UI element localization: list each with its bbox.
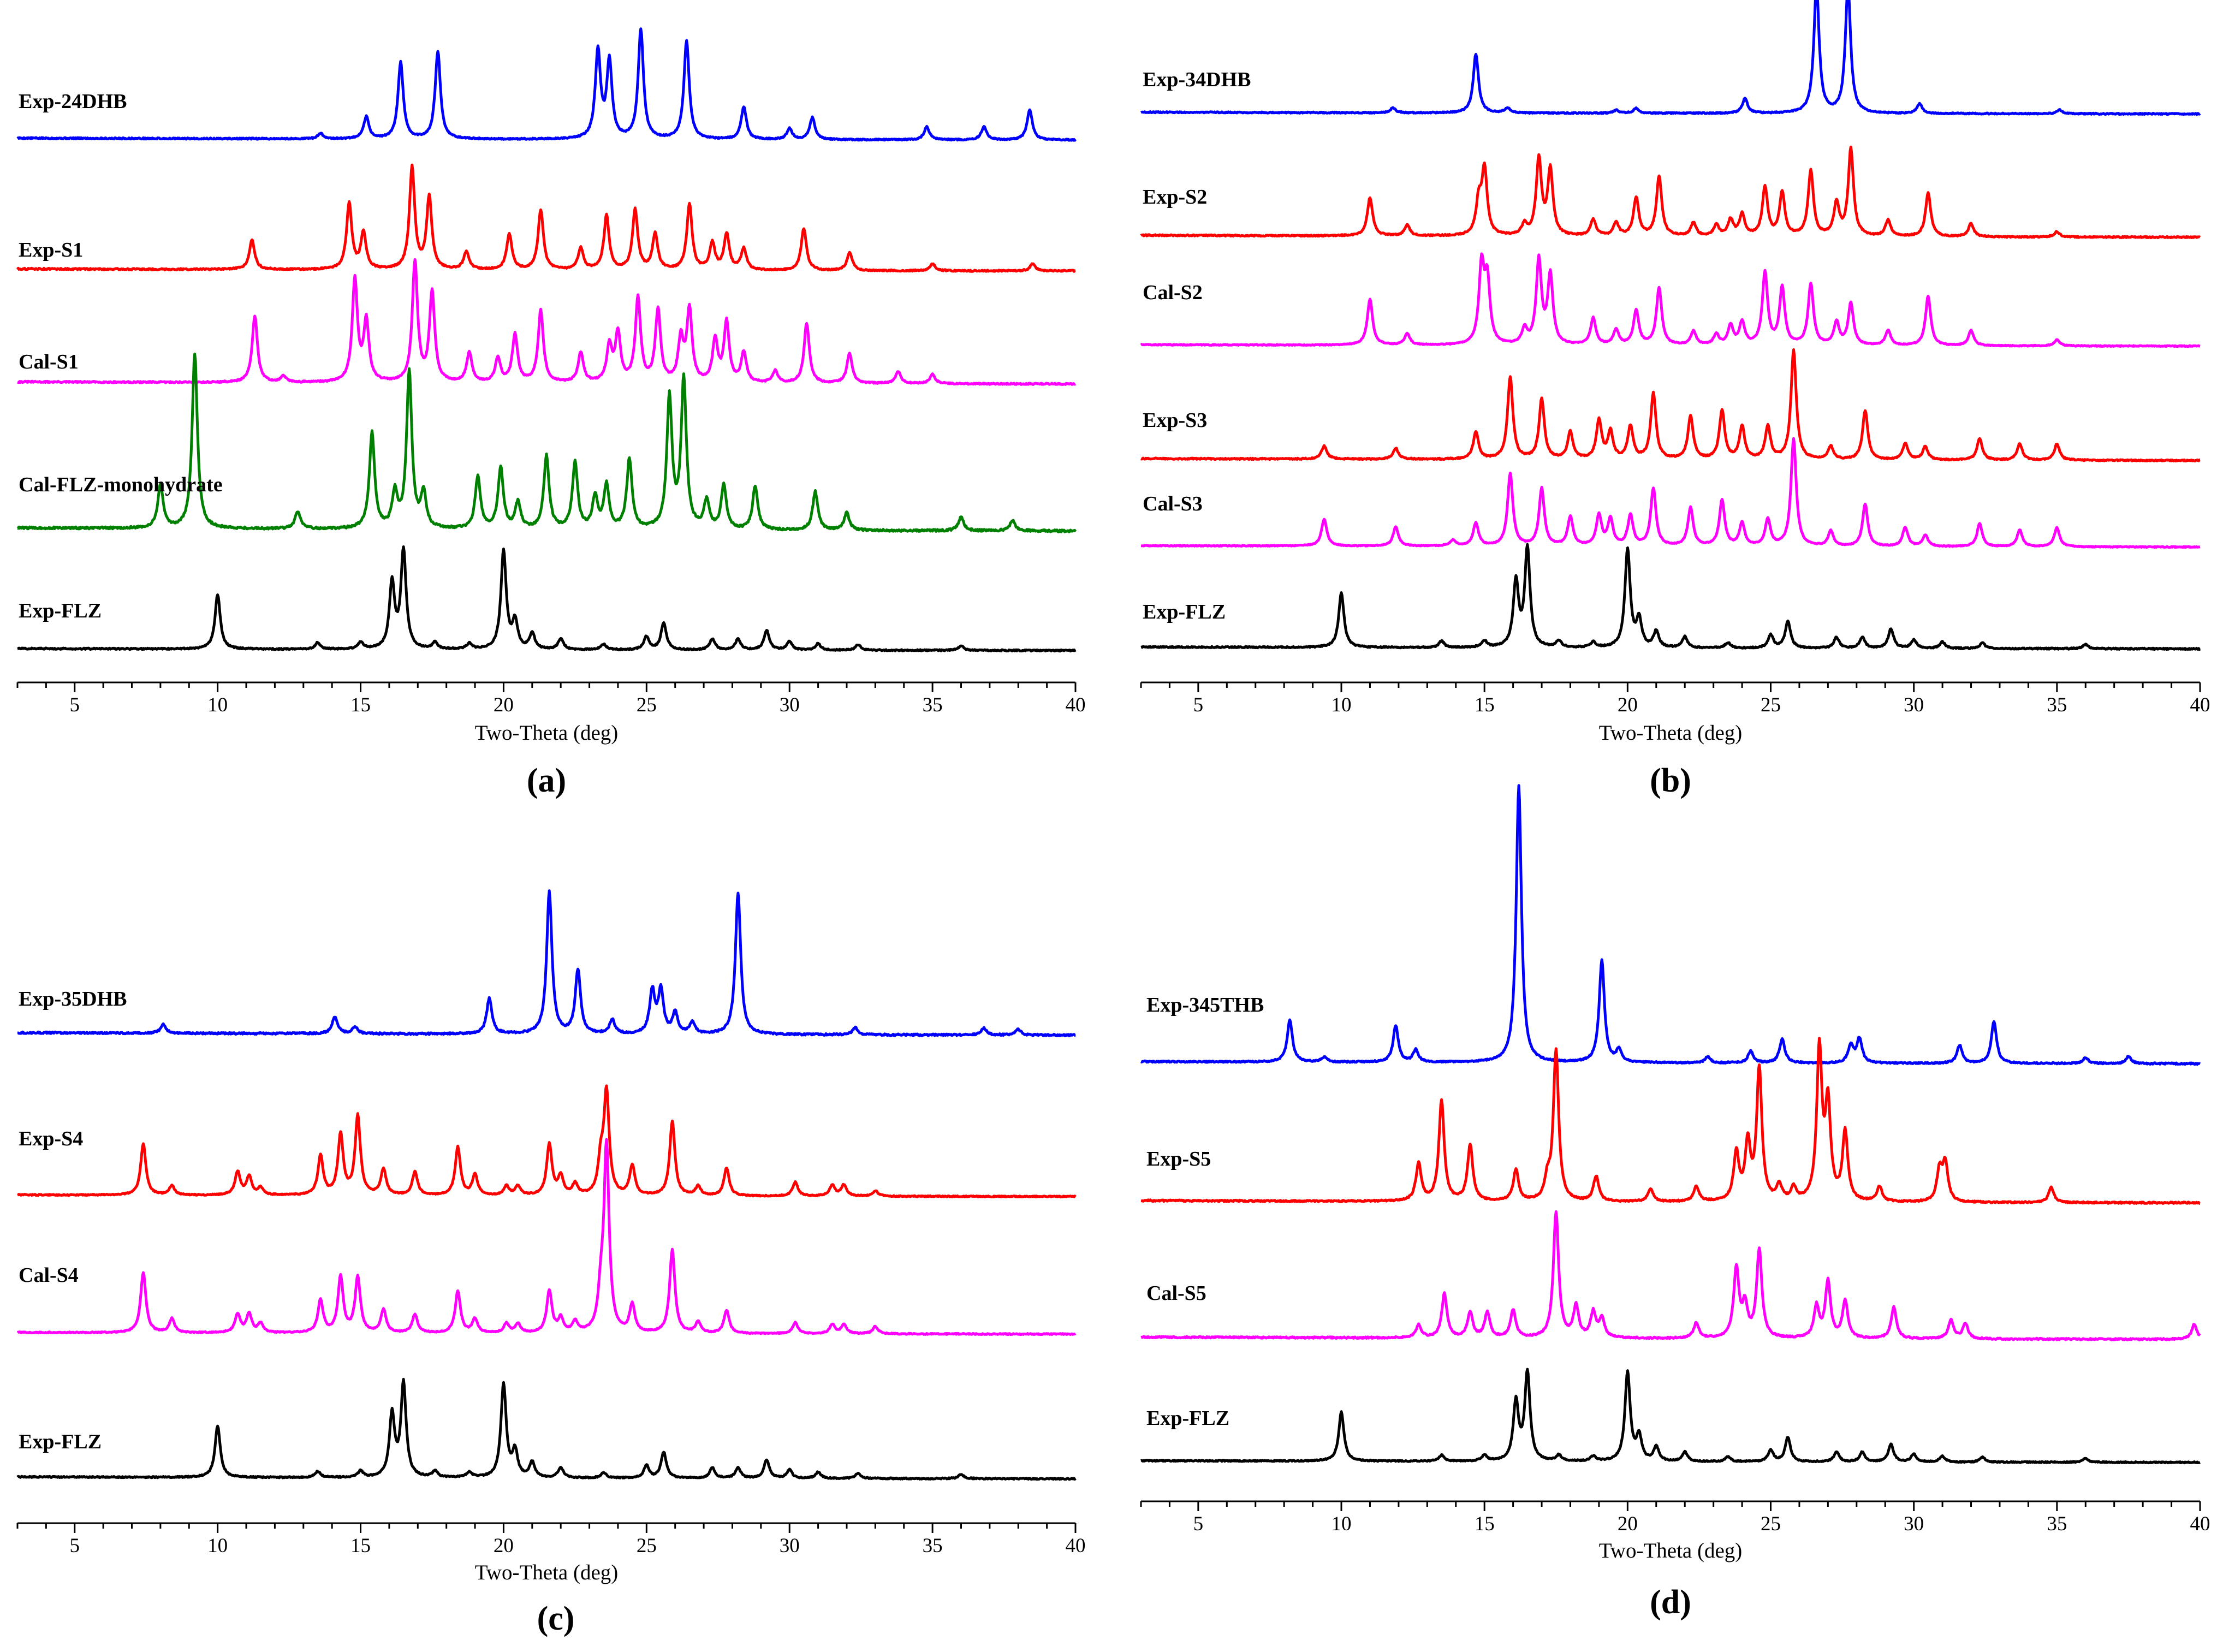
trace-exp-flz bbox=[16, 545, 1077, 653]
tick-label: 20 bbox=[1618, 1513, 1638, 1535]
trace-exp-flz bbox=[16, 1377, 1077, 1481]
trace-exp-s1 bbox=[16, 163, 1077, 273]
tick-label: 40 bbox=[2190, 1513, 2210, 1535]
panel-tag: (a) bbox=[527, 762, 566, 799]
trace-exp-24dhb bbox=[16, 27, 1077, 142]
series-label: Exp-FLZ bbox=[1146, 1407, 1229, 1430]
x-axis-title: Two-Theta (deg) bbox=[475, 721, 619, 745]
trace-exp-s4 bbox=[16, 1084, 1077, 1199]
series-label: Cal-S2 bbox=[1143, 281, 1203, 304]
tick-label: 35 bbox=[923, 1535, 943, 1557]
tick-label: 5 bbox=[70, 694, 80, 716]
tick-label: 40 bbox=[1066, 1535, 1086, 1557]
trace-exp-s5 bbox=[1140, 1037, 2201, 1205]
series-label: Cal-S5 bbox=[1146, 1282, 1206, 1305]
tick-label: 35 bbox=[2047, 694, 2067, 716]
series-label: Cal-FLZ-monohydrate bbox=[19, 473, 223, 496]
tick-label: 25 bbox=[1761, 1513, 1781, 1535]
trace-exp-flz bbox=[1140, 543, 2201, 651]
tick-label: 25 bbox=[637, 1535, 657, 1557]
tick-label: 5 bbox=[1193, 1513, 1204, 1535]
trace-cal-s4 bbox=[16, 1138, 1077, 1336]
trace-exp-s3 bbox=[1140, 348, 2201, 462]
series-label: Exp-FLZ bbox=[19, 1430, 102, 1453]
tick-label: 5 bbox=[70, 1535, 80, 1557]
series-label: Exp-24DHB bbox=[19, 90, 127, 113]
tick-label: 35 bbox=[923, 694, 943, 716]
tick-label: 30 bbox=[1904, 1513, 1924, 1535]
panel-tag: (d) bbox=[1650, 1584, 1691, 1621]
trace-cal-s2 bbox=[1140, 252, 2201, 348]
tick-label: 5 bbox=[1193, 694, 1204, 716]
series-label: Exp-35DHB bbox=[19, 988, 127, 1011]
series-label: Exp-S3 bbox=[1143, 409, 1207, 432]
trace-exp-345thb bbox=[1140, 784, 2201, 1066]
series-label: Exp-FLZ bbox=[19, 599, 102, 622]
tick-label: 10 bbox=[207, 694, 228, 716]
trace-exp-flz bbox=[1140, 1368, 2201, 1465]
series-label: Cal-S4 bbox=[19, 1264, 79, 1287]
series-label: Cal-S1 bbox=[19, 350, 79, 373]
tick-label: 20 bbox=[494, 1535, 514, 1557]
tick-label: 15 bbox=[350, 694, 371, 716]
trace-exp-34dhb bbox=[1140, 0, 2201, 116]
trace-cal-flz-monohydrate bbox=[16, 352, 1077, 533]
panel-tag: (b) bbox=[1650, 762, 1691, 799]
series-label: Cal-S3 bbox=[1143, 492, 1203, 515]
trace-exp-s2 bbox=[1140, 145, 2201, 240]
series-label: Exp-S2 bbox=[1143, 186, 1207, 209]
chart-panel-d: Exp-345THB Exp-S5 Cal-S5 Exp-FLZ 5 10 15 20 25 30… bbox=[1140, 784, 2210, 1621]
series-label: Exp-S5 bbox=[1146, 1148, 1211, 1170]
x-axis-title: Two-Theta (deg) bbox=[1599, 721, 1743, 745]
tick-label: 30 bbox=[1904, 694, 1924, 716]
tick-label: 10 bbox=[1332, 694, 1352, 716]
tick-label: 35 bbox=[2047, 1513, 2067, 1535]
chart-panel-b: Exp-34DHB Exp-S2 Cal-S2 Exp-S3 Cal-S3 Exp-FLZ… bbox=[1140, 0, 2210, 799]
tick-label: 25 bbox=[637, 694, 657, 716]
series-label: Exp-34DHB bbox=[1143, 68, 1251, 91]
chart-panel-a: Exp-24DHB Exp-S1 Cal-S1 Cal-FLZ-monohydrate… bbox=[16, 27, 1086, 799]
tick-label: 20 bbox=[494, 694, 514, 716]
trace-cal-s1 bbox=[16, 258, 1077, 386]
series-label: Exp-FLZ bbox=[1143, 601, 1226, 623]
tick-label: 30 bbox=[780, 694, 800, 716]
chart-panel-c: Exp-35DHB Exp-S4 Cal-S4 Exp-FLZ 5 10 15 20 25 30 3… bbox=[16, 889, 1086, 1637]
tick-label: 15 bbox=[1475, 1513, 1495, 1535]
tick-label: 25 bbox=[1761, 694, 1781, 716]
trace-cal-s3 bbox=[1140, 437, 2201, 549]
tick-label: 20 bbox=[1618, 694, 1638, 716]
panel-tag: (c) bbox=[537, 1600, 575, 1637]
series-label: Exp-S4 bbox=[19, 1127, 83, 1150]
tick-label: 40 bbox=[1066, 694, 1086, 716]
trace-exp-35dhb bbox=[16, 889, 1077, 1037]
tick-label: 10 bbox=[1332, 1513, 1352, 1535]
tick-label: 10 bbox=[207, 1535, 228, 1557]
tick-label: 15 bbox=[350, 1535, 371, 1557]
series-label: Exp-S1 bbox=[19, 239, 83, 262]
x-axis-title: Two-Theta (deg) bbox=[475, 1561, 619, 1584]
tick-label: 30 bbox=[780, 1535, 800, 1557]
series-label: Exp-345THB bbox=[1146, 994, 1264, 1017]
trace-cal-s5 bbox=[1140, 1210, 2201, 1341]
tick-label: 40 bbox=[2190, 694, 2210, 716]
x-axis-title: Two-Theta (deg) bbox=[1599, 1539, 1743, 1562]
tick-label: 15 bbox=[1475, 694, 1495, 716]
